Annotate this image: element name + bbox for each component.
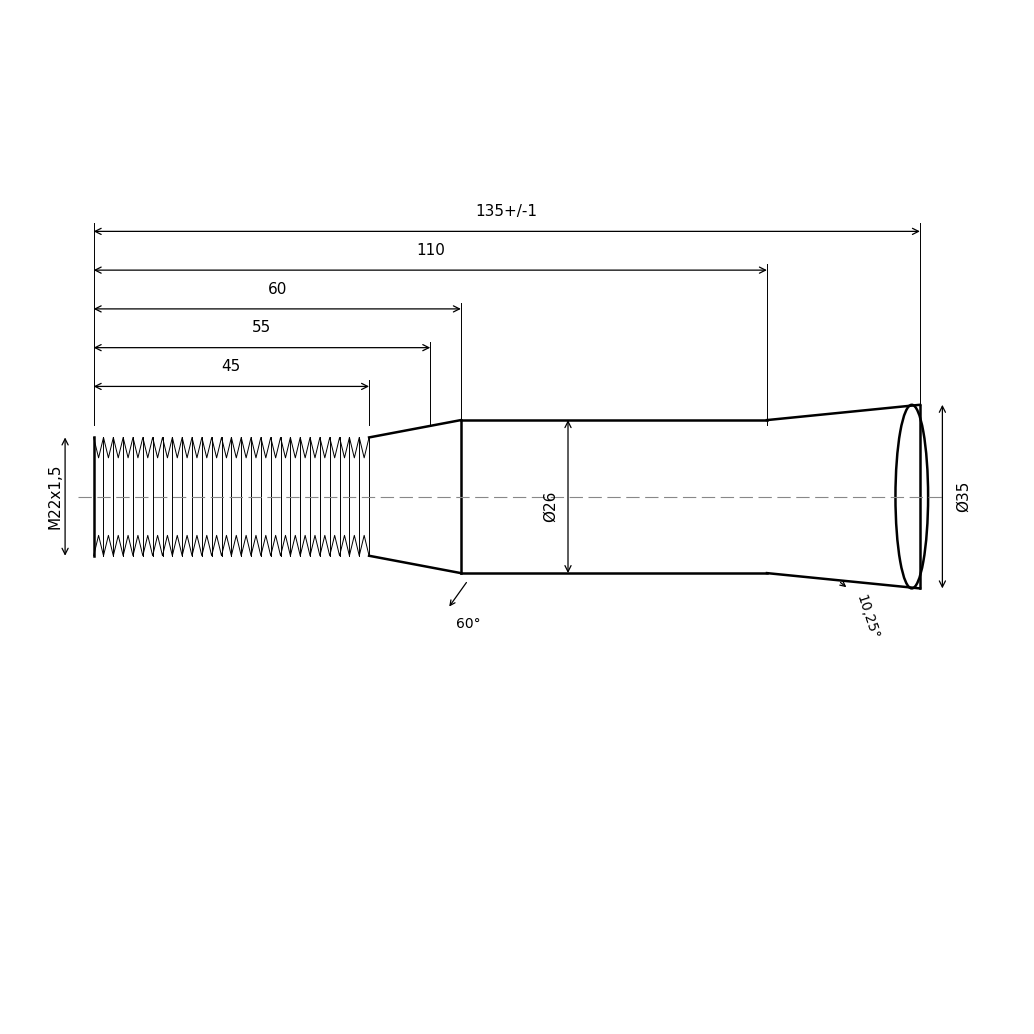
Text: 55: 55 [252,321,272,335]
Text: M22x1,5: M22x1,5 [48,464,62,529]
Text: 45: 45 [221,359,241,374]
Text: 60: 60 [268,281,287,297]
Text: Ø35: Ø35 [955,481,971,512]
Text: 135+/-1: 135+/-1 [476,204,538,219]
Text: Ø26: Ø26 [543,491,557,522]
Text: 10,25°: 10,25° [854,592,881,641]
Text: 110: 110 [416,243,445,257]
Text: 60°: 60° [456,617,481,631]
